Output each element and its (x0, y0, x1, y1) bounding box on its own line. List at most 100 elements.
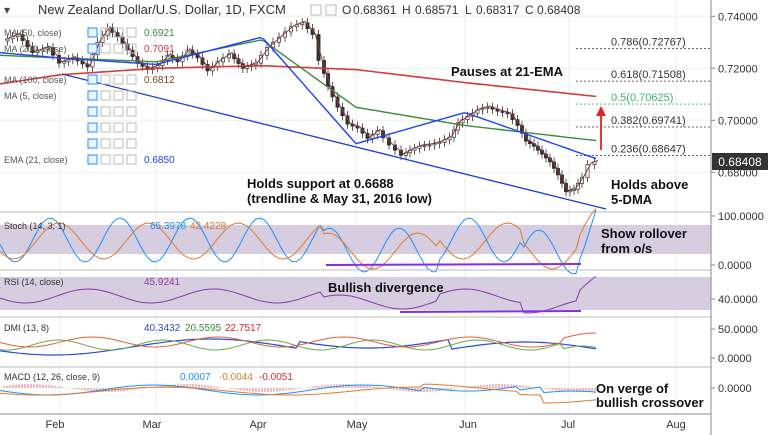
fib-label: 0.382(0.69741) (611, 115, 686, 127)
indicator-value: 0.6921 (144, 28, 175, 39)
indicator-value: 0.6850 (144, 155, 175, 166)
ema21-line (0, 36, 597, 160)
axis-tick-label: 0.0000 (718, 260, 752, 272)
indicator-legend: MA (50, close) 0.6921 MA (200, close) 0.709… (4, 27, 175, 166)
time-axis-label: Jul (561, 419, 575, 431)
macd-label: MACD (12, 26, close, 9) (4, 372, 100, 382)
macd-signal-line (0, 383, 597, 404)
annotation-holds-1: Holds above (611, 177, 688, 192)
time-axis-label: Apr (249, 419, 266, 431)
time-axis: Feb Mar Apr May Jun Jul Aug (46, 419, 686, 431)
ma200-line (0, 64, 597, 98)
dmi-adx-value: 40.3432 (144, 323, 181, 334)
candle-body (505, 112, 510, 115)
indicator-button-icon[interactable] (126, 90, 137, 101)
indicator-button-icon[interactable] (100, 27, 111, 38)
indicator-button-icon[interactable] (126, 122, 137, 133)
indicator-button-icon[interactable] (87, 122, 98, 133)
candle-body (422, 145, 427, 147)
candle-body (552, 161, 556, 169)
indicator-button-icon[interactable] (87, 154, 98, 165)
axis-tick-label: 50.0000 (718, 324, 758, 336)
indicator-button-icon[interactable] (100, 74, 111, 85)
axis-ticks: 0.74000 0.72000 0.70000 0.68000 100.0000 0.00… (711, 11, 764, 395)
ohlc-h-value: 0.68571 (415, 3, 459, 17)
candle-body (485, 106, 490, 109)
indicator-button-icon[interactable] (113, 154, 124, 165)
fib-label: 0.236(0.68647) (611, 143, 686, 155)
rsi-band (0, 277, 711, 310)
visibility-icon[interactable] (325, 4, 337, 16)
header-chevron-icon[interactable]: ▾ (4, 3, 10, 17)
indicator-button-icon[interactable] (100, 154, 111, 165)
dmi-plus-value: 20.5595 (185, 323, 222, 334)
indicator-button-icon[interactable] (87, 27, 98, 38)
indicator-button-icon[interactable] (126, 106, 137, 117)
candle-body (580, 177, 584, 184)
fib-labels: 0.786(0.72767) 0.618(0.71508) 0.5(0.70625)… (611, 36, 686, 155)
candle-body (564, 183, 568, 193)
annotation-stoch-2: from o/s (601, 241, 652, 256)
rsi-value: 45.9241 (144, 277, 181, 288)
candle-body (452, 129, 456, 138)
up-arrow-head (596, 106, 606, 116)
rsi-label: RSI (14, close) (4, 277, 64, 287)
price-axis[interactable] (711, 0, 768, 435)
indicator-button-icon[interactable] (126, 74, 137, 85)
indicator-button-icon[interactable] (113, 90, 124, 101)
axis-tick-label: 0.74000 (718, 11, 758, 23)
indicator-button-icon[interactable] (100, 122, 111, 133)
indicator-button-icon[interactable] (87, 138, 98, 149)
ohlc-c-value: 0.68408 (537, 3, 581, 17)
indicator-button-icon[interactable] (113, 27, 124, 38)
annotation-macd-2: bullish crossover (596, 395, 704, 410)
indicator-button-icon[interactable] (113, 43, 124, 54)
indicator-button-icon[interactable] (87, 90, 98, 101)
stoch-support-line (325, 263, 582, 266)
dmi-minus-value: 22.7517 (225, 323, 262, 334)
ohlc-o-label: O (342, 3, 351, 17)
fib-label: 0.618(0.71508) (611, 69, 686, 81)
indicator-button-icon[interactable] (100, 106, 111, 117)
time-axis-label: Mar (143, 419, 162, 431)
indicator-button-icon[interactable] (87, 74, 98, 85)
indicator-button-icon[interactable] (113, 122, 124, 133)
indicator-label: EMA (21, close) (4, 155, 68, 165)
axis-tick-label: 40.0000 (718, 294, 758, 306)
candle-body (576, 183, 580, 190)
axis-tick-label: 0.70000 (718, 115, 758, 127)
indicator-button-icon[interactable] (126, 154, 137, 165)
candle-body (480, 108, 485, 111)
stoch-d-value: 42.4228 (190, 221, 227, 232)
stoch-band (0, 225, 711, 254)
indicator-button-icon[interactable] (113, 74, 124, 85)
annotation-stoch-1: Show rollover (601, 226, 687, 241)
dmi-minus-line (0, 332, 597, 348)
indicator-button-icon[interactable] (126, 27, 137, 38)
indicator-button-icon[interactable] (126, 43, 137, 54)
indicator-button-icon[interactable] (87, 106, 98, 117)
indicator-label: MA (5, close) (4, 91, 57, 101)
indicator-button-icon[interactable] (100, 90, 111, 101)
indicator-button-icon[interactable] (113, 106, 124, 117)
candle-body (585, 164, 590, 178)
axis-tick-label: 0.72000 (718, 63, 758, 75)
time-axis-label: Feb (46, 419, 65, 431)
chart-title: New Zealand Dollar/U.S. Dollar, 1D, FXCM (38, 2, 286, 17)
indicator-button-icon[interactable] (100, 43, 111, 54)
settings-icon[interactable] (310, 4, 322, 16)
indicator-label: MA (50, close) (4, 28, 62, 38)
fib-lines (576, 47, 711, 156)
macd-signal-value: -0.0044 (219, 372, 253, 383)
rsi-line (0, 275, 597, 314)
indicator-button-icon[interactable] (100, 138, 111, 149)
candle-body (345, 115, 350, 125)
ohlc-c-label: C (525, 3, 534, 17)
indicator-label: MA (200, close) (4, 44, 67, 54)
indicator-button-icon[interactable] (87, 43, 98, 54)
candle-body (556, 168, 560, 176)
candle-body (560, 174, 564, 184)
indicator-button-icon[interactable] (113, 138, 124, 149)
indicator-button-icon[interactable] (126, 138, 137, 149)
